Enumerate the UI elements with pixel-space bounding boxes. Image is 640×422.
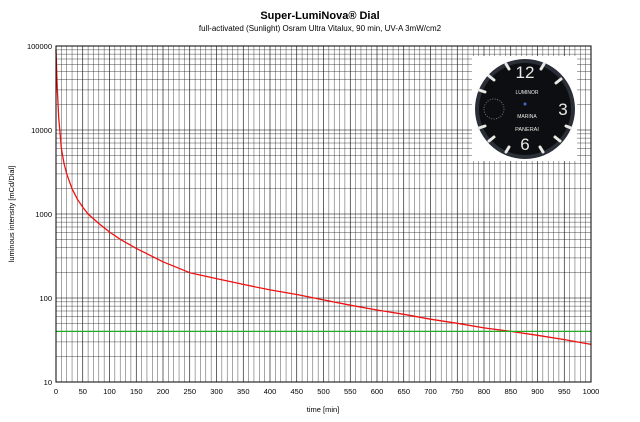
axis-ticks: 0 50 100 150 200 250 300 350 400 450 500 550 600 650 7… [27,42,599,396]
dial-numeral-12: 12 [516,63,535,82]
x-tick-label: 150 [130,387,143,396]
x-tick-label: 750 [451,387,464,396]
y-axis-label: luminous intensity [mCd/Dial] [7,166,16,263]
x-tick-label: 450 [290,387,303,396]
watch-dial-image: 12 3 6 LUMINOR MARINA PANERAI [472,56,577,161]
x-tick-label: 250 [183,387,196,396]
y-tick-label: 10 [44,378,52,387]
chart-title: Super-LumiNova® Dial [260,10,379,22]
x-tick-label: 50 [79,387,87,396]
dial-brand-top: LUMINOR [515,90,538,96]
dial-brand-bottom: MARINA [517,114,537,120]
dial-numeral-3: 3 [558,100,567,119]
plot-frame [55,45,592,383]
series-line-decay [55,49,592,346]
x-tick-label: 0 [54,387,58,396]
x-axis-label: time [min] [307,405,340,414]
chart-series [55,49,592,346]
chart-grid [56,46,591,382]
x-tick-label: 350 [237,387,250,396]
x-tick-label: 550 [344,387,357,396]
y-tick-label: 1000 [35,210,52,219]
x-tick-label: 300 [210,387,223,396]
x-tick-label: 600 [371,387,384,396]
x-tick-label: 1000 [583,387,600,396]
x-tick-label: 200 [157,387,170,396]
x-tick-label: 800 [478,387,491,396]
y-tick-label: 100 [39,294,52,303]
x-tick-label: 950 [558,387,571,396]
x-tick-label: 400 [264,387,277,396]
dial-numeral-6: 6 [520,135,529,154]
x-tick-label: 700 [424,387,437,396]
dial-brand-name: PANERAI [515,127,539,133]
x-tick-label: 650 [397,387,410,396]
y-tick-label: 10000 [31,126,52,135]
x-tick-label: 100 [103,387,116,396]
chart-subtitle: full-activated (Sunlight) Osram Ultra Vi… [199,24,442,33]
x-tick-label: 900 [531,387,544,396]
x-tick-label: 500 [317,387,330,396]
x-tick-label: 850 [504,387,517,396]
y-tick-label: 100000 [27,42,52,51]
